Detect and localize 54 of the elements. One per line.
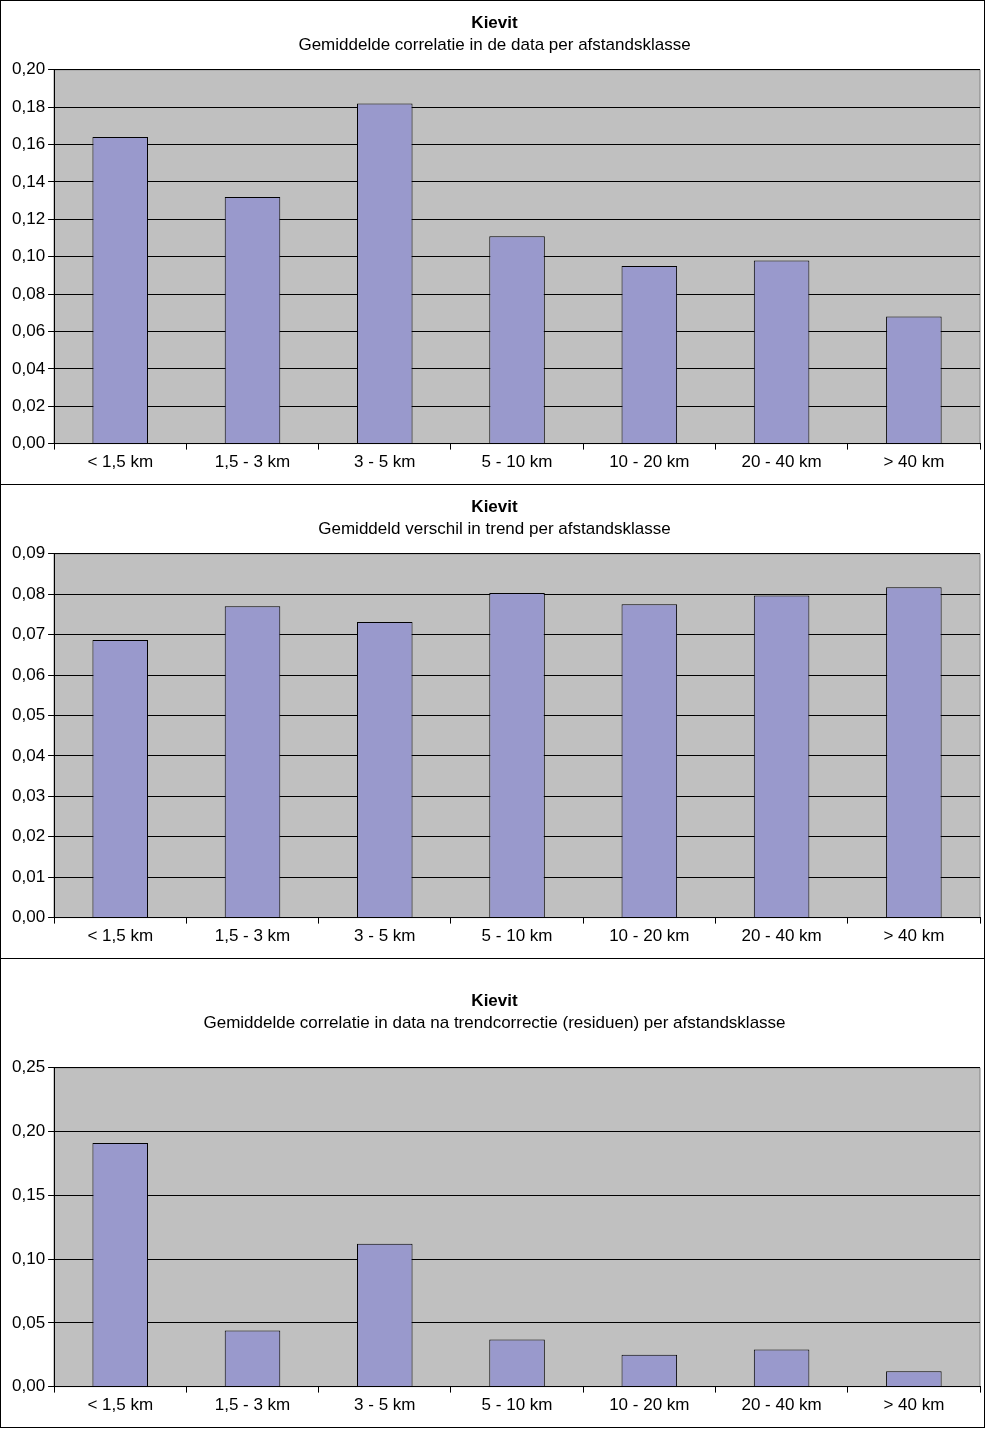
y-tick-label: 0,00 <box>11 433 46 453</box>
x-tick-label: 3 - 5 km <box>354 1395 416 1415</box>
y-tick-label: 0,20 <box>11 1121 46 1141</box>
x-tick-label: 10 - 20 km <box>609 1395 690 1415</box>
y-tick-label: 0,05 <box>11 1312 46 1332</box>
y-tick-label: 0,01 <box>11 866 46 886</box>
y-tick-label: 0,03 <box>11 786 46 806</box>
x-tick-label: > 40 km <box>883 926 945 946</box>
y-tick-label: 0,15 <box>11 1185 46 1205</box>
x-tick-label: 5 - 10 km <box>481 452 553 472</box>
x-tick-label: 3 - 5 km <box>354 452 416 472</box>
y-tick-label: 0,02 <box>11 395 46 415</box>
x-tick-label: 20 - 40 km <box>741 926 822 946</box>
x-tick-label: 10 - 20 km <box>609 926 690 946</box>
x-tick-label: 5 - 10 km <box>481 1395 553 1415</box>
y-tick-label: 0,09 <box>11 543 46 563</box>
y-tick-label: 0,20 <box>11 59 46 79</box>
x-tick-label: 20 - 40 km <box>741 452 822 472</box>
y-tick-label: 0,10 <box>11 246 46 266</box>
chart-title: Kievit <box>471 990 518 1010</box>
chart-subtitle: Gemiddelde correlatie in de data per afstandsklasse <box>298 35 691 55</box>
x-tick-label: < 1,5 km <box>87 452 154 472</box>
y-tick-label: 0,25 <box>11 1057 46 1077</box>
x-tick-label: 10 - 20 km <box>609 452 690 472</box>
chart-subtitle: Gemiddeld verschil in trend per afstandsklasse <box>318 519 671 539</box>
y-tick-label: 0,05 <box>11 705 46 725</box>
x-tick-label: 20 - 40 km <box>741 1395 822 1415</box>
y-tick-label: 0,06 <box>11 321 46 341</box>
x-tick-label: > 40 km <box>883 452 945 472</box>
x-tick-label: > 40 km <box>883 1395 945 1415</box>
y-tick-label: 0,00 <box>11 907 46 927</box>
y-tick-label: 0,08 <box>11 583 46 603</box>
y-tick-label: 0,18 <box>11 96 46 116</box>
y-tick-label: 0,02 <box>11 826 46 846</box>
y-tick-label: 0,10 <box>11 1248 46 1268</box>
x-tick-label: < 1,5 km <box>87 926 154 946</box>
y-tick-label: 0,06 <box>11 664 46 684</box>
x-tick-label: < 1,5 km <box>87 1395 154 1415</box>
y-tick-label: 0,14 <box>11 171 46 191</box>
x-tick-label: 1,5 - 3 km <box>214 1395 291 1415</box>
y-tick-label: 0,04 <box>11 745 46 765</box>
chart-subtitle: Gemiddelde correlatie in data na trendcorrectie (residuen) per afstandsklasse <box>203 1013 786 1033</box>
chart-title: Kievit <box>471 12 518 32</box>
x-tick-label: 5 - 10 km <box>481 926 553 946</box>
chart-title: Kievit <box>471 496 518 516</box>
y-tick-label: 0,04 <box>11 358 46 378</box>
y-tick-label: 0,00 <box>11 1376 46 1396</box>
y-tick-label: 0,12 <box>11 209 46 229</box>
y-tick-label: 0,08 <box>11 283 46 303</box>
x-tick-label: 1,5 - 3 km <box>214 452 291 472</box>
x-tick-label: 3 - 5 km <box>354 926 416 946</box>
y-tick-label: 0,16 <box>11 134 46 154</box>
x-tick-label: 1,5 - 3 km <box>214 926 291 946</box>
y-tick-label: 0,07 <box>11 624 46 644</box>
